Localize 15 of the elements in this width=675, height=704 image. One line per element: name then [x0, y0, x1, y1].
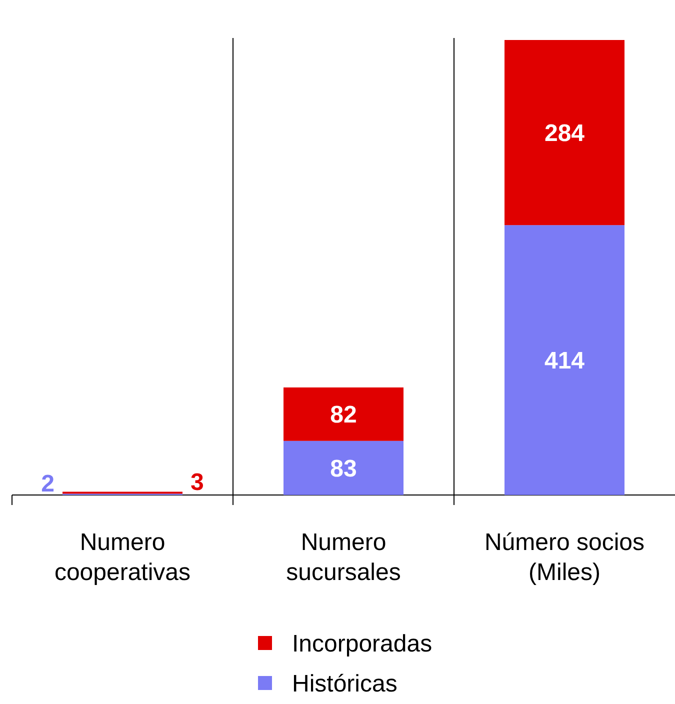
- x-tick-label: Numero cooperativas: [54, 529, 191, 586]
- data-label: 3: [190, 469, 204, 496]
- legend-label: Históricas: [292, 670, 398, 698]
- bar: [284, 440, 404, 495]
- x-tick-label: Numero sucursales: [286, 529, 401, 586]
- data-label: 83: [330, 455, 357, 482]
- data-label: 414: [544, 347, 586, 374]
- data-label: 82: [330, 402, 357, 429]
- data-label: 284: [544, 120, 586, 147]
- bar: [504, 225, 624, 495]
- bar: [504, 40, 624, 226]
- legend-label: Incorporadas: [292, 630, 432, 658]
- x-tick-label: Número socios (Miles): [484, 529, 645, 586]
- bar: [284, 387, 404, 441]
- data-label: 2: [41, 470, 54, 498]
